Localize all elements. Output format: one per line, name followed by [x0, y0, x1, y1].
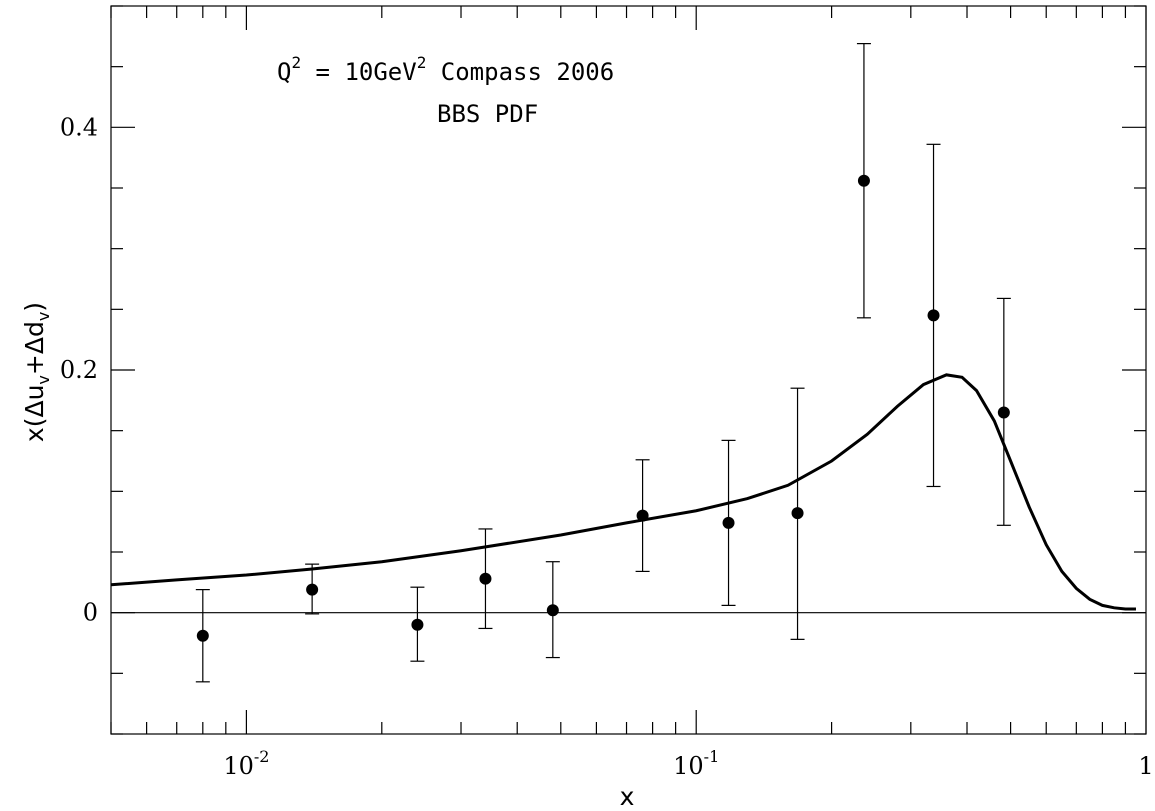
annotation-line-2: BBS PDF — [437, 100, 538, 128]
point-marker — [636, 509, 649, 522]
data-point — [545, 561, 560, 659]
y-tick-label: 0.4 — [60, 113, 98, 141]
data-point — [996, 297, 1011, 526]
point-marker — [791, 507, 804, 520]
point-marker — [479, 572, 492, 585]
data-point — [410, 586, 425, 662]
tick-labels: 0 0.2 0.4 10-2 10-1 1 — [60, 113, 1154, 780]
x-axis-title: x — [620, 782, 635, 811]
data-point — [195, 589, 210, 683]
data-points — [195, 43, 1011, 683]
point-marker — [411, 618, 424, 631]
y-tick-label: 0.2 — [60, 356, 98, 384]
data-point — [478, 528, 493, 630]
data-point — [635, 459, 650, 573]
y-axis-title: x(Δuv+Δdv) — [20, 302, 53, 442]
point-marker — [546, 604, 559, 617]
point-marker — [196, 629, 209, 642]
annotation-line-1: Q2 = 10GeV2 Compass 2006 — [277, 53, 614, 86]
axis-ticks — [110, 5, 1147, 735]
point-marker — [997, 406, 1010, 419]
data-point — [856, 43, 871, 319]
plot-frame — [110, 5, 1147, 735]
y-tick-label: 0 — [83, 599, 98, 627]
data-point — [721, 439, 736, 606]
point-marker — [306, 583, 319, 596]
point-marker — [722, 516, 735, 529]
data-point — [305, 563, 320, 615]
data-point — [926, 143, 941, 488]
data-point — [790, 387, 805, 640]
x-tick-label: 10-2 — [223, 747, 269, 780]
point-marker — [857, 174, 870, 187]
bbs-pdf-curve — [110, 373, 1136, 611]
point-marker — [927, 309, 940, 322]
x-tick-label: 1 — [1138, 752, 1153, 780]
x-tick-label: 10-1 — [673, 747, 719, 780]
